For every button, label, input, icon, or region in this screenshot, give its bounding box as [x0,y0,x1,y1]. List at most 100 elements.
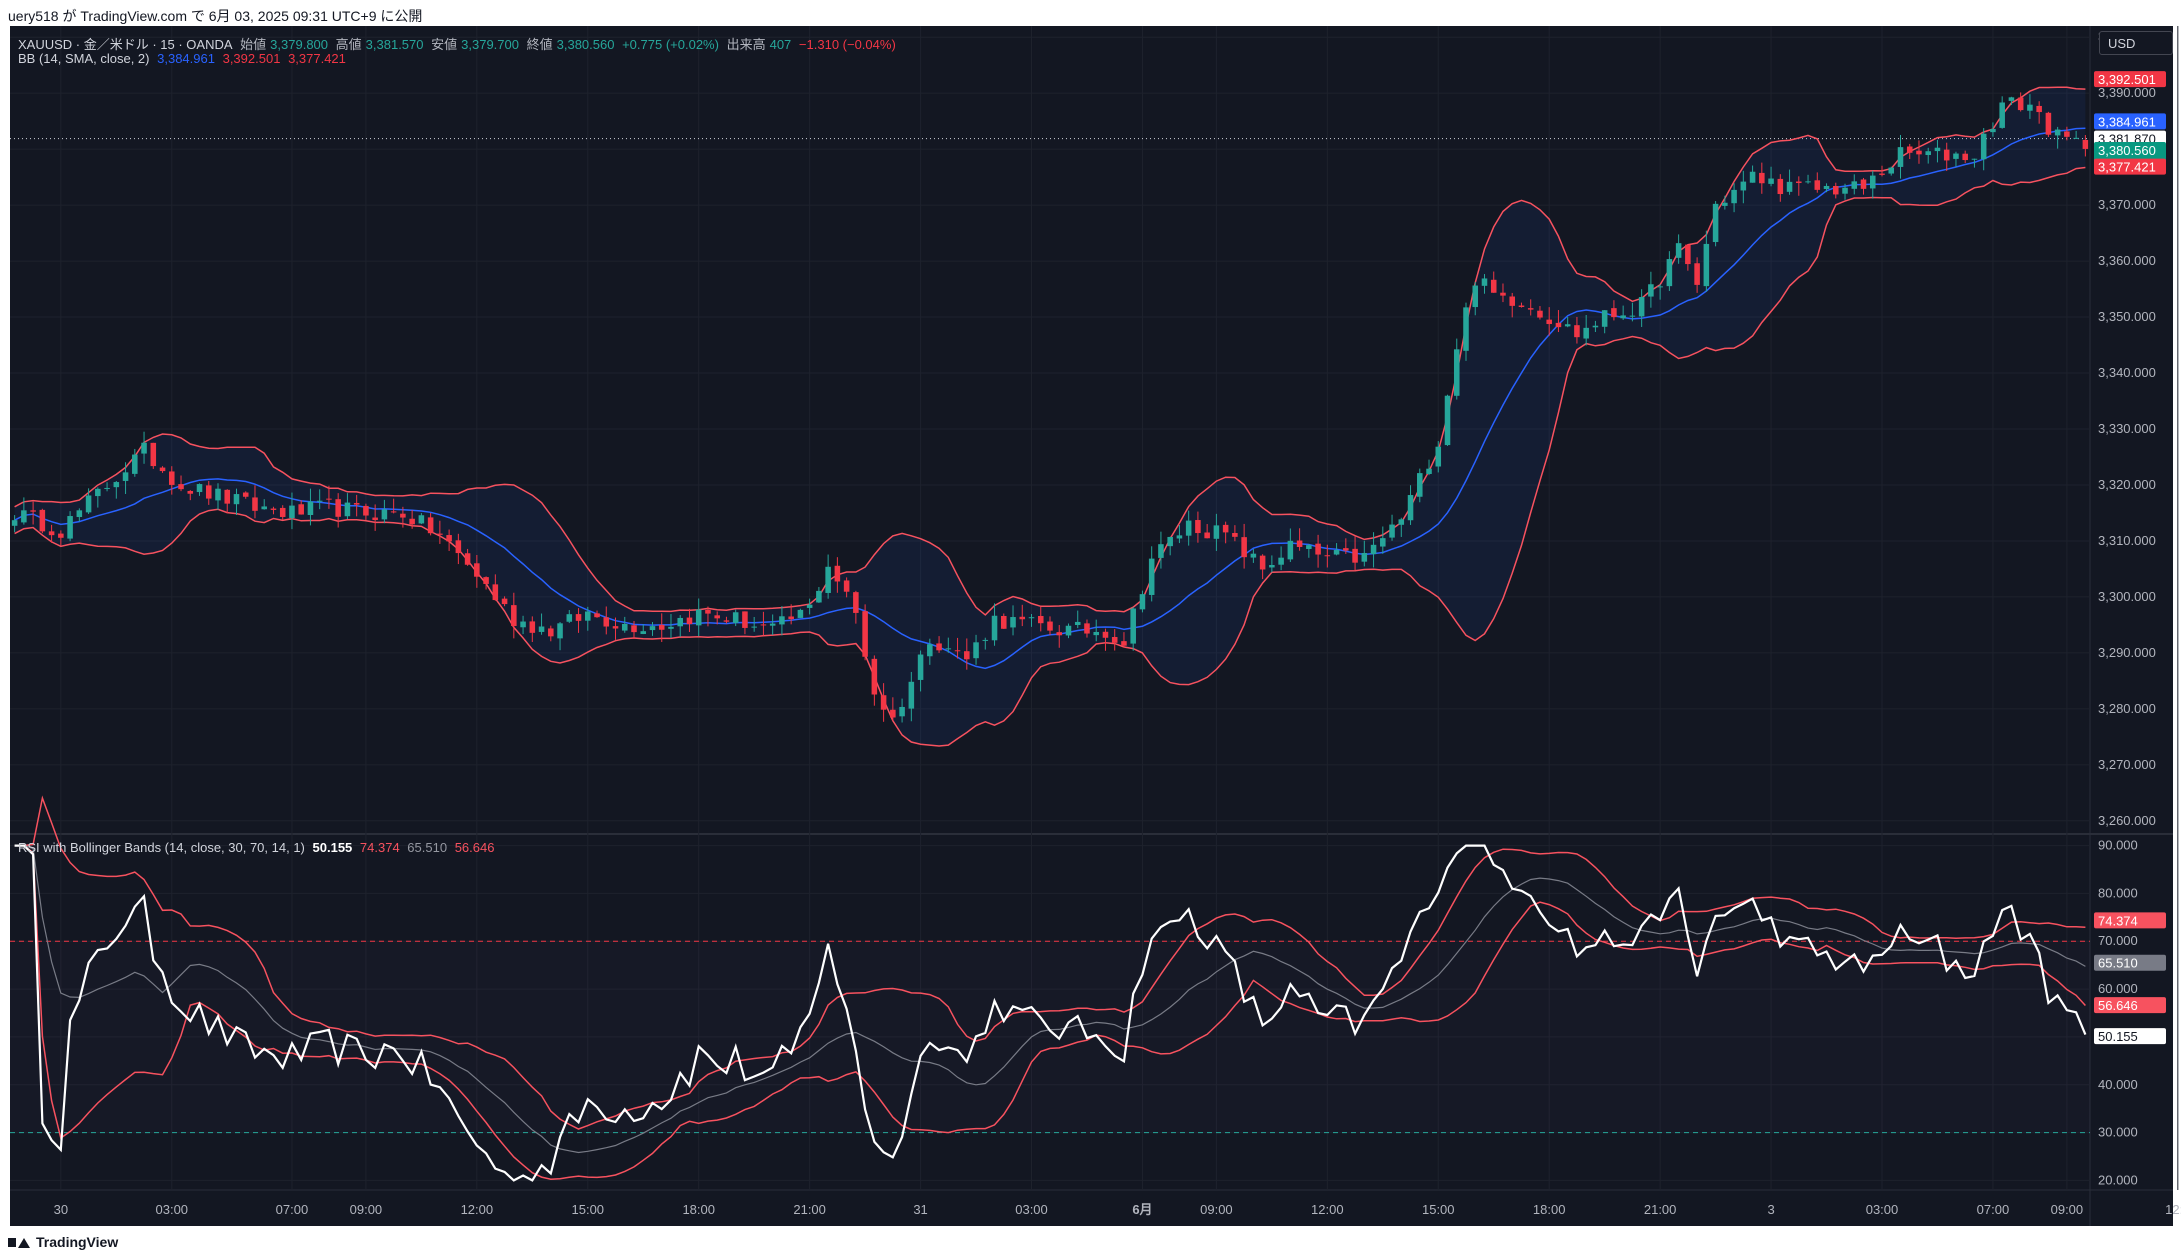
candle-body [372,517,378,521]
bb-basis-tag: 3,384.961 [2094,113,2166,130]
candle-body [520,621,526,628]
candle-body [30,510,36,512]
candle-body [1990,129,1996,133]
candle-body [548,628,554,637]
candle-body [1666,259,1673,287]
bb-lower-line [14,166,2086,747]
candle-body [437,533,443,535]
candle-body [1694,263,1700,285]
candle-body [927,644,933,657]
candle-body [964,651,970,660]
candle-body [585,611,591,621]
time-tick-label: 31 [913,1202,927,1217]
price-tick-label: 3,270.000 [2098,757,2156,772]
candle-body [1934,147,1941,152]
candle-body [945,648,952,650]
candle-body [1971,158,1978,160]
candle-body [1435,446,1442,467]
candle-body [890,709,896,718]
candle-body [233,494,240,505]
candle-body [1629,315,1636,317]
candle-body [1185,520,1192,536]
candle-body [1232,533,1238,537]
rsi-upper-tag-text: 74.374 [2098,913,2138,928]
footer-brand-text: TradingView [36,1234,119,1250]
candle-body [1500,292,1506,296]
candle-body [603,617,610,627]
price-tick-label: 3,280.000 [2098,701,2156,716]
candle-body [557,623,563,639]
candle-body [816,590,822,603]
rsi-title[interactable]: RSI with Bollinger Bands (14, close, 30,… [18,840,305,855]
candle-body [853,592,859,613]
footer-brand[interactable]: TradingView [8,1232,118,1252]
bb-lower-tag: 3,377.421 [2094,158,2166,175]
price-tick-label: 3,370.000 [2098,197,2156,212]
candle-body [1805,181,1811,183]
candle-body [1241,537,1247,558]
candle-body [2017,97,2024,111]
candle-body [169,471,175,485]
candle-body [1879,173,1885,175]
candle-body [21,510,27,523]
bb-lower-tag-text: 3,377.421 [2098,160,2156,175]
time-tick-label: 3 [1767,1202,1774,1217]
candle-body [205,485,212,499]
time-tick-label: 09:00 [350,1202,383,1217]
candle-body [381,509,388,520]
bb-title[interactable]: BB (14, SMA, close, 2) [18,51,150,66]
symbol-title[interactable]: XAUUSD · 金／米ドル · 15 · OANDA [18,37,233,52]
candle-body [1380,538,1386,547]
candle-body [1324,555,1331,557]
rsi-tick-label: 80.000 [2098,885,2138,900]
low-label: 安値 [431,37,458,52]
candle-body [252,497,258,511]
candle-body [2054,129,2061,136]
price-tick-label: 3,310.000 [2098,533,2156,548]
candle-body [464,553,471,565]
candle-body [1306,545,1312,549]
candle-body [1093,631,1099,636]
candle-body [575,614,582,621]
candle-body [742,611,748,628]
candle-body [1537,310,1543,318]
candle-body [529,621,536,633]
candle-body [1814,180,1821,190]
candle-body [1592,325,1599,328]
candle-body [1583,327,1589,339]
close-value: 3,380.560 [556,37,615,52]
candle-body [1407,495,1414,521]
candle-body [2064,131,2070,137]
time-tick-label: 21:00 [793,1202,826,1217]
candle-body [640,631,647,634]
candle-body [1287,540,1294,560]
candle-body [326,498,332,500]
candle-body [409,518,415,525]
time-tick-label: 18:00 [682,1202,715,1217]
candle-body [316,500,323,502]
candle-body [1869,175,1876,189]
candle-body [242,492,249,497]
bb-basis-tag-bg [2094,113,2166,130]
rsi-tick-label: 70.000 [2098,933,2138,948]
candle-body [806,604,813,608]
candle-body [954,650,961,652]
candle-body [1158,544,1164,558]
candle-body [1389,524,1395,538]
rsi-basis-tag: 65.510 [2094,954,2166,971]
candle-body [1167,536,1173,547]
currency-button[interactable]: USD [2099,31,2173,55]
candle-body [1546,319,1552,325]
candle-body [270,508,277,510]
price-tick-label: 3,340.000 [2098,365,2156,380]
price-tick-label: 3,330.000 [2098,421,2156,436]
candle-body [1213,525,1220,539]
candle-body [1953,153,1959,159]
candle-body [492,584,499,601]
candle-body [76,510,83,518]
rsi-bb-lower-line [14,844,2086,1180]
candle-body [132,454,138,474]
candle-body [1259,555,1266,570]
candle-body [871,658,878,695]
